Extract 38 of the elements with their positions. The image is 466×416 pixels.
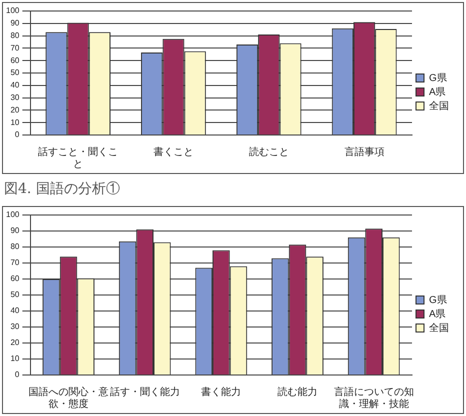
- x-tick-label: 書くこと: [153, 146, 194, 158]
- y-tick-label: 0: [14, 370, 20, 380]
- y-tick-label: 90: [10, 18, 20, 28]
- x-tick-label: 話すこと・聞くこと: [38, 146, 118, 170]
- y-tick-label: 90: [10, 226, 20, 236]
- y-tick-label: 20: [10, 338, 20, 348]
- y-tick-label: 60: [10, 274, 20, 284]
- x-tick-label: 書く能力: [201, 386, 242, 398]
- x-tick-label: 読む能力: [278, 386, 318, 398]
- y-tick-label: 30: [10, 322, 20, 332]
- legend-label: 全国: [429, 100, 449, 112]
- y-tick-label: 10: [10, 354, 20, 364]
- y-tick-label: 40: [10, 80, 20, 90]
- legend-label: G県: [429, 294, 447, 306]
- y-tick-label: 10: [10, 118, 20, 127]
- y-tick-label: 0: [14, 130, 20, 140]
- y-tick-label: 50: [10, 290, 20, 300]
- x-tick-label: 国語への関心・意欲・態度: [28, 386, 109, 410]
- y-tick-label: 80: [10, 31, 20, 40]
- x-tick-label: 話す・聞く能力: [110, 386, 180, 398]
- x-tick-label: 言語事項: [344, 146, 384, 158]
- y-tick-label: 100: [6, 6, 20, 16]
- y-tick-label: 70: [10, 43, 20, 52]
- legend-label: G県: [429, 72, 447, 84]
- legend-label: A県: [429, 308, 446, 320]
- y-tick-label: 40: [10, 306, 20, 316]
- y-tick-label: 60: [10, 56, 20, 65]
- y-tick-label: 30: [10, 93, 20, 102]
- legend-label: 全国: [429, 322, 449, 334]
- y-tick-label: 20: [10, 105, 20, 114]
- y-tick-label: 100: [6, 210, 20, 220]
- y-tick-label: 70: [10, 258, 20, 268]
- x-tick-label: 言語についての知識・理解・技能: [334, 386, 414, 410]
- y-tick-label: 80: [10, 242, 20, 252]
- legend-label: A県: [429, 86, 446, 98]
- x-tick-label: 読むこと: [248, 146, 289, 158]
- caption: 図4. 国語の分析①: [3, 180, 121, 199]
- y-tick-label: 50: [10, 68, 20, 78]
